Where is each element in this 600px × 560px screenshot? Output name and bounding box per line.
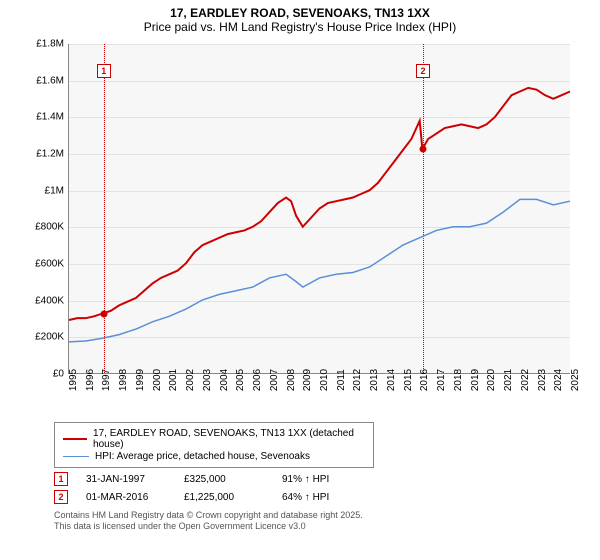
y-tick-label: £0 [53, 369, 64, 380]
x-tick-label: 2022 [520, 369, 531, 391]
y-tick-label: £400K [35, 295, 64, 306]
x-tick-label: 1997 [101, 369, 112, 391]
x-tick-label: 2003 [202, 369, 213, 391]
x-tick-label: 2006 [252, 369, 263, 391]
sale-date: 31-JAN-1997 [86, 474, 166, 485]
x-tick-label: 2000 [152, 369, 163, 391]
y-tick-label: £1.4M [36, 112, 64, 123]
x-tick-label: 1996 [85, 369, 96, 391]
chart-area: 12 £0£200K£400K£600K£800K£1M£1.2M£1.4M£1… [20, 40, 580, 420]
legend-swatch [63, 438, 87, 440]
x-tick-label: 2013 [369, 369, 380, 391]
attribution-line2: This data is licensed under the Open Gov… [54, 521, 580, 532]
legend-swatch [63, 456, 89, 457]
line-series [69, 44, 570, 373]
legend-item: 17, EARDLEY ROAD, SEVENOAKS, TN13 1XX (d… [63, 428, 365, 450]
x-tick-label: 2010 [319, 369, 330, 391]
chart-subtitle: Price paid vs. HM Land Registry's House … [10, 20, 590, 34]
sale-price: £325,000 [184, 474, 264, 485]
x-tick-label: 2016 [419, 369, 430, 391]
y-tick-label: £200K [35, 332, 64, 343]
x-tick-label: 2017 [436, 369, 447, 391]
marker-box: 2 [416, 64, 430, 78]
y-tick-label: £1.6M [36, 75, 64, 86]
attribution: Contains HM Land Registry data © Crown c… [54, 510, 580, 532]
x-tick-label: 1999 [135, 369, 146, 391]
chart-container: 17, EARDLEY ROAD, SEVENOAKS, TN13 1XX Pr… [0, 0, 600, 560]
sales-table: 1 31-JAN-1997 £325,000 91% ↑ HPI 2 01-MAR-201… [54, 472, 580, 504]
y-tick-label: £800K [35, 222, 64, 233]
x-tick-label: 2023 [537, 369, 548, 391]
x-tick-label: 2015 [403, 369, 414, 391]
x-tick-label: 1998 [118, 369, 129, 391]
plot-region: 12 [68, 44, 570, 374]
x-tick-label: 2009 [302, 369, 313, 391]
legend-label: 17, EARDLEY ROAD, SEVENOAKS, TN13 1XX (d… [93, 428, 365, 450]
legend: 17, EARDLEY ROAD, SEVENOAKS, TN13 1XX (d… [54, 422, 374, 468]
x-tick-label: 2008 [286, 369, 297, 391]
chart-title: 17, EARDLEY ROAD, SEVENOAKS, TN13 1XX [10, 6, 590, 20]
x-tick-label: 2001 [168, 369, 179, 391]
table-row: 2 01-MAR-2016 £1,225,000 64% ↑ HPI [54, 490, 580, 504]
series-line [69, 88, 570, 320]
y-tick-label: £1.8M [36, 39, 64, 50]
y-tick-label: £1M [45, 185, 64, 196]
x-tick-label: 2004 [219, 369, 230, 391]
legend-label: HPI: Average price, detached house, Seve… [95, 451, 310, 462]
x-tick-label: 2005 [235, 369, 246, 391]
sale-point [100, 311, 107, 318]
table-row: 1 31-JAN-1997 £325,000 91% ↑ HPI [54, 472, 580, 486]
x-tick-label: 2007 [269, 369, 280, 391]
sale-delta: 64% ↑ HPI [282, 492, 362, 503]
x-tick-label: 2002 [185, 369, 196, 391]
sale-price: £1,225,000 [184, 492, 264, 503]
x-tick-label: 2014 [386, 369, 397, 391]
series-line [69, 199, 570, 342]
sale-point [420, 146, 427, 153]
sale-delta: 91% ↑ HPI [282, 474, 362, 485]
y-tick-label: £600K [35, 259, 64, 270]
marker-box: 1 [97, 64, 111, 78]
x-tick-label: 1995 [68, 369, 79, 391]
x-tick-label: 2018 [453, 369, 464, 391]
x-tick-label: 2025 [570, 369, 581, 391]
marker-box: 2 [54, 490, 68, 504]
x-tick-label: 2011 [336, 369, 347, 391]
marker-box: 1 [54, 472, 68, 486]
legend-item: HPI: Average price, detached house, Seve… [63, 451, 365, 462]
x-tick-label: 2019 [470, 369, 481, 391]
y-tick-label: £1.2M [36, 149, 64, 160]
x-tick-label: 2020 [486, 369, 497, 391]
x-tick-label: 2021 [503, 369, 514, 391]
x-tick-label: 2012 [352, 369, 363, 391]
attribution-line1: Contains HM Land Registry data © Crown c… [54, 510, 580, 521]
x-tick-label: 2024 [553, 369, 564, 391]
sale-date: 01-MAR-2016 [86, 492, 166, 503]
